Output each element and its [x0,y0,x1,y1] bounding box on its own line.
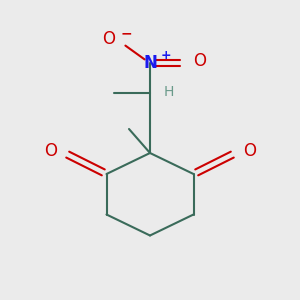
Text: O: O [243,142,256,160]
Text: O: O [44,142,57,160]
Text: O: O [194,52,206,70]
Text: H: H [164,85,174,99]
Text: −: − [121,26,132,40]
Text: +: + [160,49,171,62]
Text: O: O [103,30,116,48]
Text: N: N [143,54,157,72]
